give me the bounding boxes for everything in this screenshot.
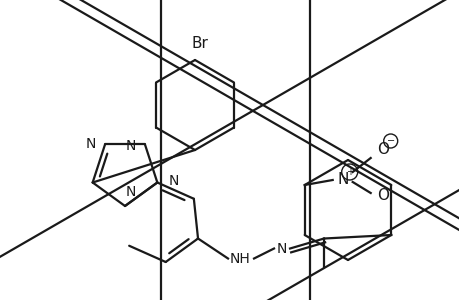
Text: N: N (336, 172, 347, 188)
Text: +: + (345, 167, 353, 177)
Text: O: O (376, 188, 388, 202)
Text: −: − (386, 136, 394, 146)
Text: O: O (376, 142, 388, 158)
Text: N: N (86, 137, 96, 152)
Text: N: N (125, 140, 136, 154)
Text: Br: Br (191, 37, 208, 52)
Text: N: N (126, 185, 136, 199)
Text: NH: NH (229, 251, 250, 266)
Text: N: N (168, 173, 178, 188)
Text: N: N (276, 242, 286, 256)
